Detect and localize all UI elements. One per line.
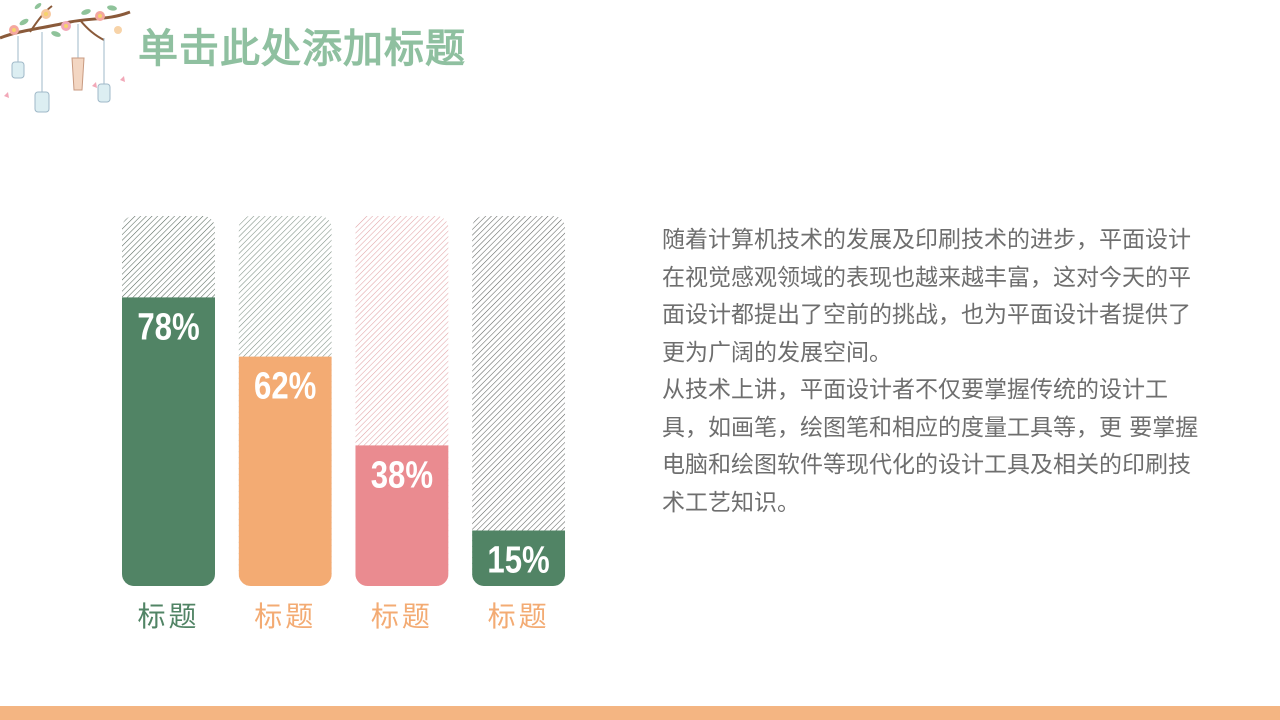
leaf-icon [19,3,117,37]
category-label: 标题 [254,600,316,633]
bar[interactable] [238,356,332,586]
category-label: 标题 [371,600,433,633]
floral-branch-decoration [0,3,131,113]
bar-track [472,216,566,586]
percentage-bar-chart: 78% 标题 62% 标题 38% 标题 15% 标题 [122,216,566,633]
data-label: 15% [487,540,549,582]
paragraph-2: 从技术上讲，平面设计者不仅要掌握传统的设计工具，如画笔，绘图笔和相应的度量工具等… [662,377,1199,516]
body-text[interactable]: 随着计算机技术的发展及印刷技术的进步，平面设计在视觉感观领域的表现也越来越丰富，… [662,222,1202,522]
bar[interactable] [355,445,449,586]
bar[interactable] [122,297,215,586]
paragraph-1: 随着计算机技术的发展及印刷技术的进步，平面设计在视觉感观领域的表现也越来越丰富，… [662,227,1191,366]
bottom-accent-bar [0,706,1280,720]
butterfly-icon [4,76,125,98]
data-label: 62% [254,366,316,408]
slide-title[interactable]: 单击此处添加标题 [138,26,466,72]
bar[interactable] [472,530,566,587]
category-label: 标题 [137,600,199,633]
data-label: 78% [137,307,199,349]
flower-icon [9,9,122,35]
category-label: 标题 [488,600,550,633]
data-label: 38% [371,455,433,497]
hanging-jar-icon [11,24,111,113]
